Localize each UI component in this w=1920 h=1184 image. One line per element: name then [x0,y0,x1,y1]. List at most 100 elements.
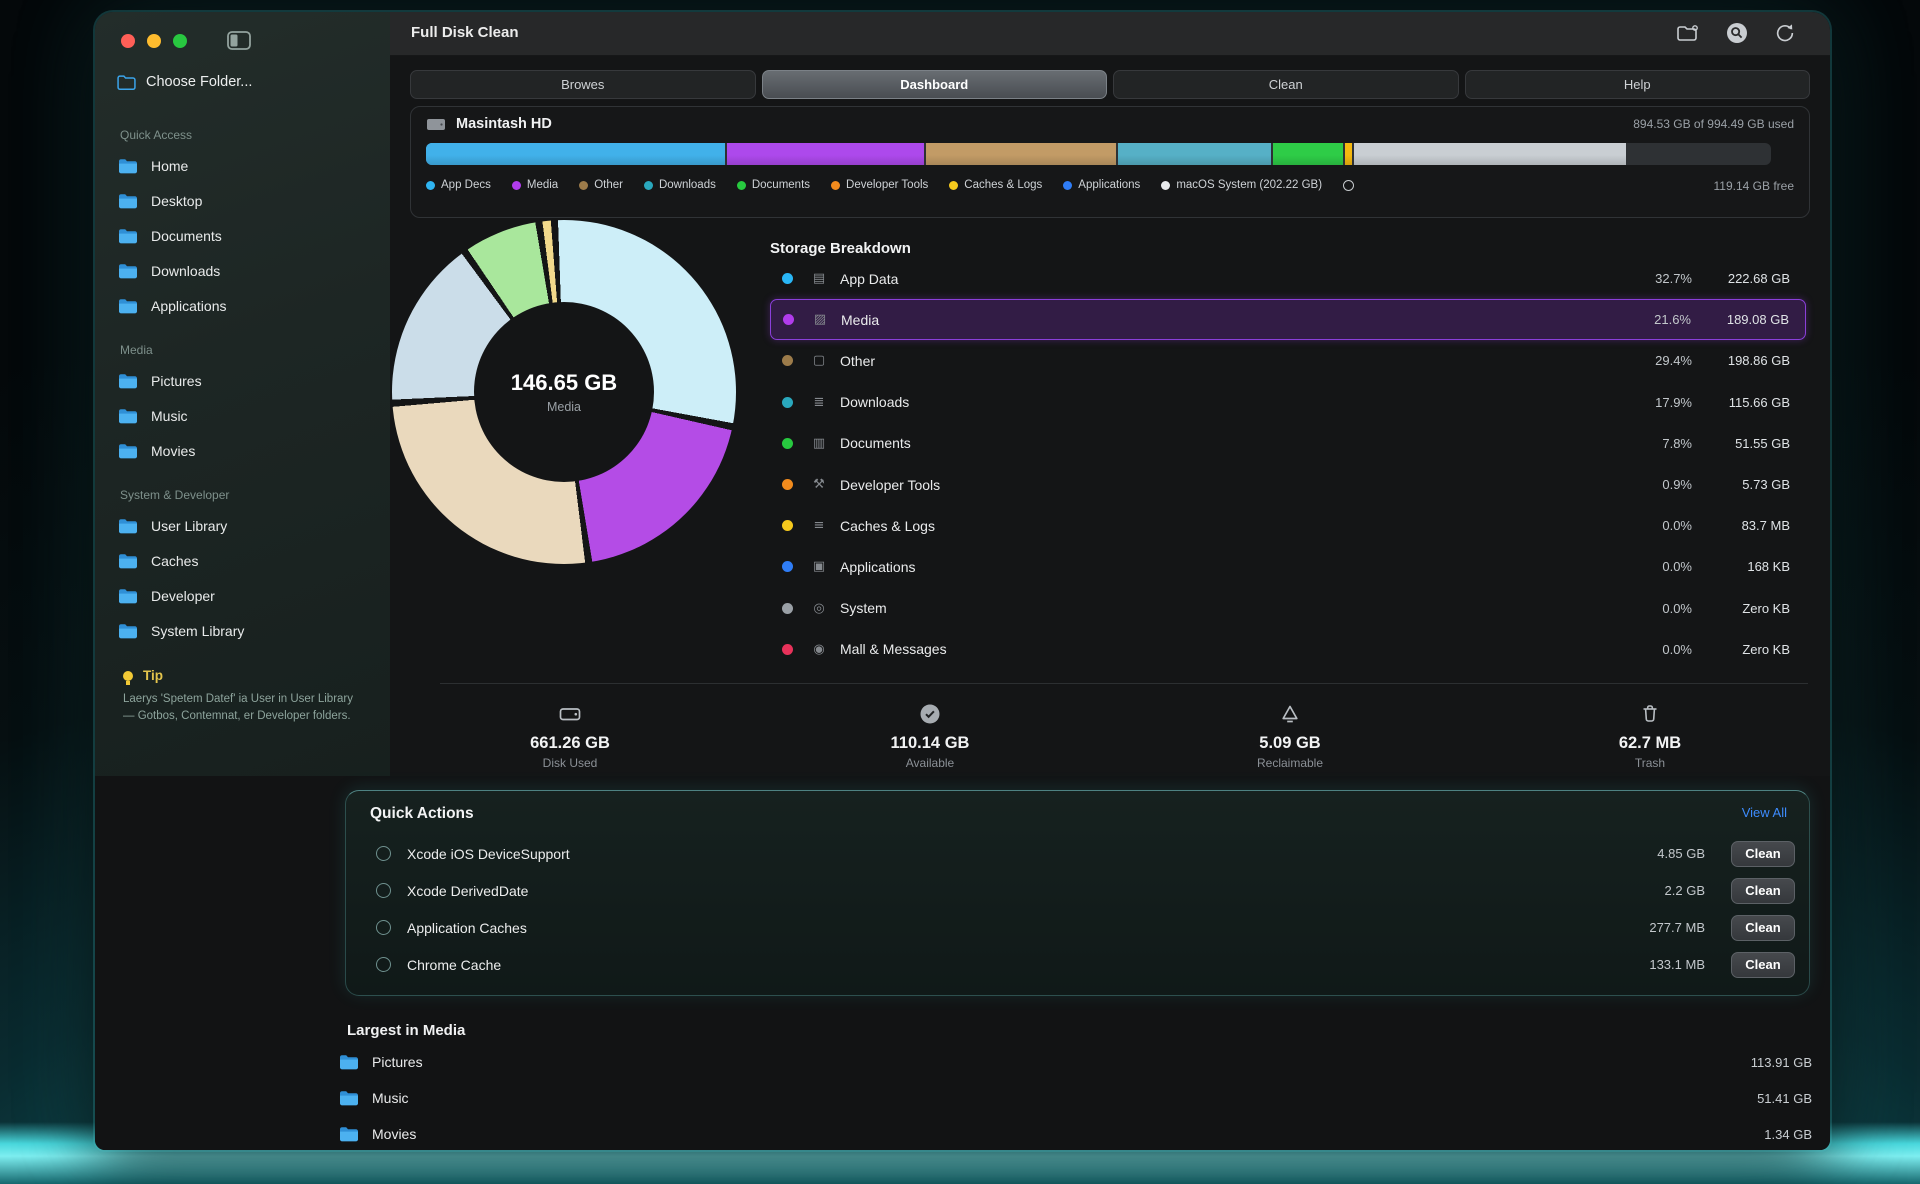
legend-dot-icon [426,180,435,190]
sidebar-item-music[interactable]: Music [95,398,390,433]
zoom-window-button[interactable] [173,34,187,48]
disk-name: Masintash HD [456,116,552,132]
category-glyph-icon: ▣ [812,559,826,575]
sidebar-item-pictures[interactable]: Pictures [95,363,390,398]
disk-bar-segment-1 [726,143,925,165]
category-percent: 21.6% [1654,312,1691,328]
sidebar-section-label: Media [120,343,153,357]
sidebar-item-applications[interactable]: Applications [95,288,390,323]
clean-button[interactable]: Clean [1731,951,1795,978]
disk-usage-bar [426,143,1771,165]
legend-item: Caches & Logs [949,179,1042,191]
sidebar-item-label: Documents [151,227,222,244]
sidebar-section-label: System & Developer [120,488,230,502]
stat-trash: 62.7 MB Trash [1470,702,1830,774]
largest-row-movies[interactable]: Movies 1.34 GB [339,1116,1812,1150]
minimize-window-button[interactable] [147,34,161,48]
sidebar-item-label: Developer [151,587,215,604]
stat-disk-used: 661.26 GB Disk Used [390,702,750,774]
tab-dashboard[interactable]: Dashboard [761,70,1107,99]
legend-item: Applications [1063,179,1140,191]
sidebar-item-downloads[interactable]: Downloads [95,253,390,288]
quick-action-row[interactable]: Chrome Cache 133.1 MB Clean [346,946,1809,983]
category-name: Caches & Logs [840,517,935,534]
sidebar-item-label: System Library [151,622,245,639]
sidebar-item-documents[interactable]: Documents [95,218,390,253]
breakdown-row-applications[interactable]: ▣ Applications 0.0% 168 KB [770,546,1806,587]
category-size: 198.86 GB [1727,353,1790,369]
quick-action-row[interactable]: Xcode DerivedDate 2.2 GB Clean [346,872,1809,909]
action-checkbox[interactable] [376,920,391,935]
traffic-lights [121,34,187,48]
category-percent: 7.8% [1662,435,1692,451]
sidebar-item-label: User Library [151,517,228,534]
clean-button[interactable]: Clean [1731,877,1795,904]
legend-item: macOS System (202.22 GB) [1161,179,1322,191]
drive-icon [427,118,445,130]
category-dot-icon [782,273,793,285]
category-percent: 0.0% [1662,641,1692,657]
sidebar-item-home[interactable]: Home [95,148,390,183]
action-name: Chrome Cache [407,956,502,973]
sidebar-item-label: Desktop [151,192,203,209]
folder-icon [119,518,137,533]
search-icon[interactable] [1726,22,1748,49]
tab-clean[interactable]: Clean [1113,70,1459,99]
disk-bar-segment-5 [1345,143,1352,165]
largest-size: 113.91 GB [1750,1054,1812,1070]
breakdown-row-media[interactable]: ▨ Media 21.6% 189.08 GB [770,299,1806,341]
sidebar-item-desktop[interactable]: Desktop [95,183,390,218]
breakdown-row-app-data[interactable]: ▤ App Data 32.7% 222.68 GB [770,258,1806,299]
breakdown-row-developer-tools[interactable]: ⚒ Developer Tools 0.9% 5.73 GB [770,464,1806,505]
close-window-button[interactable] [121,34,135,48]
breakdown-row-system[interactable]: ◎ System 0.0% Zero KB [770,588,1806,629]
disk-bar-segment-6 [1353,143,1626,165]
breakdown-row-documents[interactable]: ▥ Documents 7.8% 51.55 GB [770,423,1806,464]
action-checkbox[interactable] [376,883,391,898]
breakdown-row-downloads[interactable]: ≣ Downloads 17.9% 115.66 GB [770,382,1806,423]
clean-button[interactable]: Clean [1731,914,1795,941]
sidebar-item-developer[interactable]: Developer [95,578,390,613]
action-checkbox[interactable] [376,846,391,861]
largest-size: 1.34 GB [1764,1126,1812,1142]
category-dot-icon [782,520,793,532]
legend-label: Media [526,179,559,191]
folder-icon [340,1091,358,1106]
app-window: Choose Folder... Quick Access Home Desktop… [95,12,1830,1150]
legend-dot-icon [579,180,589,190]
category-dot-icon [782,602,793,614]
breakdown-row-mall-messages[interactable]: ◉ Mall & Messages 0.0% Zero KB [770,629,1806,670]
clean-button[interactable]: Clean [1731,840,1795,867]
largest-row-music[interactable]: Music 51.41 GB [339,1080,1812,1116]
breakdown-row-other[interactable]: ▢ Other 29.4% 198.86 GB [770,340,1806,381]
window-title: Full Disk Clean [411,24,519,41]
folder-icon [119,193,137,208]
refresh-icon[interactable] [1774,22,1796,49]
sidebar-sections: Quick Access Home Desktop Documents Download… [95,128,390,648]
largest-row-pictures[interactable]: Pictures 113.91 GB [339,1044,1812,1080]
sidebar-item-caches[interactable]: Caches [95,543,390,578]
category-percent: 29.4% [1655,353,1692,369]
legend-label: Developer Tools [846,179,929,191]
sidebar-item-movies[interactable]: Movies [95,433,390,468]
breakdown-row-caches-logs[interactable]: ≡ Caches & Logs 0.0% 83.7 MB [770,505,1806,546]
stat-value: 661.26 GB [530,734,610,752]
open-folder-icon[interactable] [1676,22,1700,49]
disk-bar-segment-2 [926,143,1116,165]
sidebar-toggle-icon[interactable] [227,31,251,55]
sidebar-item-system-library[interactable]: System Library [95,613,390,648]
action-size: 133.1 MB [1649,957,1705,972]
quick-action-row[interactable]: Xcode iOS DeviceSupport 4.85 GB Clean [346,835,1809,872]
tab-help[interactable]: Help [1464,70,1810,99]
action-checkbox[interactable] [376,957,391,972]
category-glyph-icon: ▤ [812,271,826,287]
choose-folder-button[interactable]: Choose Folder... [117,74,252,90]
legend-dot-icon [643,180,653,190]
quick-action-row[interactable]: Application Caches 277.7 MB Clean [346,909,1809,946]
category-name: Media [841,311,880,328]
category-dot-icon [782,437,793,449]
tab-browes[interactable]: Browes [410,70,756,99]
largest-name: Pictures [372,1054,423,1070]
sidebar-item-user-library[interactable]: User Library [95,508,390,543]
view-all-link[interactable]: View All [1741,805,1787,820]
